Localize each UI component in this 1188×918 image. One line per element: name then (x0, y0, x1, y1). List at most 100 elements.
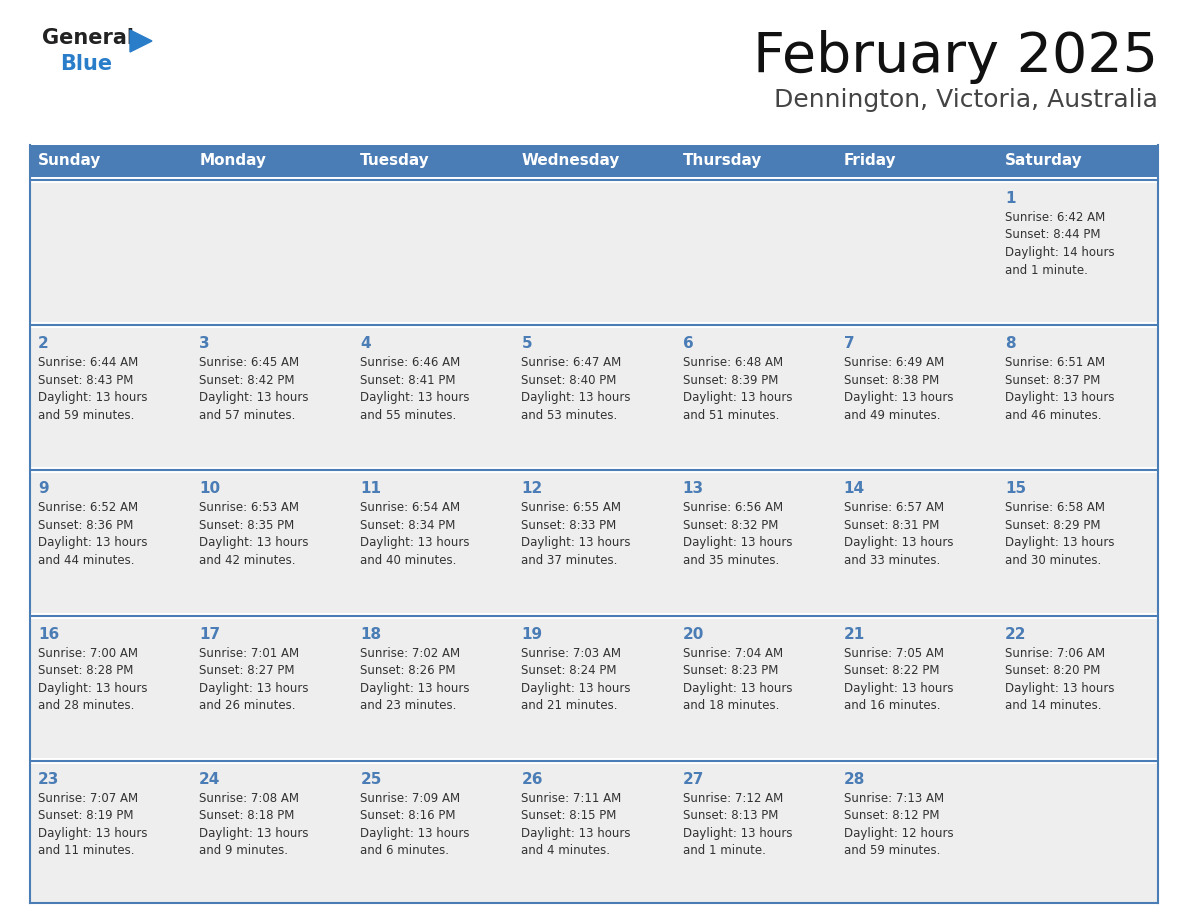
Bar (353, 619, 513, 757)
Bar (997, 619, 1158, 757)
Text: Friday: Friday (843, 153, 896, 169)
Text: Sunrise: 6:54 AM
Sunset: 8:34 PM
Daylight: 13 hours
and 40 minutes.: Sunrise: 6:54 AM Sunset: 8:34 PM Dayligh… (360, 501, 469, 567)
Bar (835, 619, 997, 757)
Text: 4: 4 (360, 336, 371, 352)
Text: Sunrise: 7:07 AM
Sunset: 8:19 PM
Daylight: 13 hours
and 11 minutes.: Sunrise: 7:07 AM Sunset: 8:19 PM Dayligh… (38, 792, 147, 857)
Bar (997, 183, 1158, 322)
Bar (513, 474, 675, 612)
Text: 12: 12 (522, 481, 543, 497)
Text: Wednesday: Wednesday (522, 153, 620, 169)
Text: 10: 10 (200, 481, 220, 497)
Text: Sunday: Sunday (38, 153, 101, 169)
Bar (191, 764, 353, 903)
Text: 11: 11 (360, 481, 381, 497)
Text: Sunrise: 6:42 AM
Sunset: 8:44 PM
Daylight: 14 hours
and 1 minute.: Sunrise: 6:42 AM Sunset: 8:44 PM Dayligh… (1005, 211, 1114, 276)
Text: Sunrise: 7:00 AM
Sunset: 8:28 PM
Daylight: 13 hours
and 28 minutes.: Sunrise: 7:00 AM Sunset: 8:28 PM Dayligh… (38, 646, 147, 712)
Bar (997, 329, 1158, 467)
Text: 27: 27 (683, 772, 704, 787)
Text: Sunrise: 7:04 AM
Sunset: 8:23 PM
Daylight: 13 hours
and 18 minutes.: Sunrise: 7:04 AM Sunset: 8:23 PM Dayligh… (683, 646, 792, 712)
Bar (675, 183, 835, 322)
Bar (30, 329, 191, 467)
Bar (353, 183, 513, 322)
Polygon shape (129, 30, 152, 52)
Bar (675, 329, 835, 467)
Text: February 2025: February 2025 (753, 30, 1158, 84)
Text: 7: 7 (843, 336, 854, 352)
Text: Sunrise: 7:12 AM
Sunset: 8:13 PM
Daylight: 13 hours
and 1 minute.: Sunrise: 7:12 AM Sunset: 8:13 PM Dayligh… (683, 792, 792, 857)
Text: 21: 21 (843, 627, 865, 642)
Text: Sunrise: 6:52 AM
Sunset: 8:36 PM
Daylight: 13 hours
and 44 minutes.: Sunrise: 6:52 AM Sunset: 8:36 PM Dayligh… (38, 501, 147, 567)
Text: Sunrise: 6:45 AM
Sunset: 8:42 PM
Daylight: 13 hours
and 57 minutes.: Sunrise: 6:45 AM Sunset: 8:42 PM Dayligh… (200, 356, 309, 421)
Text: Saturday: Saturday (1005, 153, 1082, 169)
Bar (675, 474, 835, 612)
Text: 18: 18 (360, 627, 381, 642)
Text: Thursday: Thursday (683, 153, 762, 169)
Bar (191, 183, 353, 322)
Text: 15: 15 (1005, 481, 1026, 497)
Text: Sunrise: 6:53 AM
Sunset: 8:35 PM
Daylight: 13 hours
and 42 minutes.: Sunrise: 6:53 AM Sunset: 8:35 PM Dayligh… (200, 501, 309, 567)
Text: 24: 24 (200, 772, 221, 787)
Text: Tuesday: Tuesday (360, 153, 430, 169)
Bar (30, 474, 191, 612)
Text: Sunrise: 6:48 AM
Sunset: 8:39 PM
Daylight: 13 hours
and 51 minutes.: Sunrise: 6:48 AM Sunset: 8:39 PM Dayligh… (683, 356, 792, 421)
Text: Sunrise: 6:58 AM
Sunset: 8:29 PM
Daylight: 13 hours
and 30 minutes.: Sunrise: 6:58 AM Sunset: 8:29 PM Dayligh… (1005, 501, 1114, 567)
Bar (30, 145, 1158, 177)
Text: 25: 25 (360, 772, 381, 787)
Bar (353, 329, 513, 467)
Text: 17: 17 (200, 627, 220, 642)
Text: 8: 8 (1005, 336, 1016, 352)
Text: Dennington, Victoria, Australia: Dennington, Victoria, Australia (775, 88, 1158, 112)
Text: Sunrise: 6:56 AM
Sunset: 8:32 PM
Daylight: 13 hours
and 35 minutes.: Sunrise: 6:56 AM Sunset: 8:32 PM Dayligh… (683, 501, 792, 567)
Bar (191, 619, 353, 757)
Bar (835, 329, 997, 467)
Text: Sunrise: 7:11 AM
Sunset: 8:15 PM
Daylight: 13 hours
and 4 minutes.: Sunrise: 7:11 AM Sunset: 8:15 PM Dayligh… (522, 792, 631, 857)
Text: 2: 2 (38, 336, 49, 352)
Text: Sunrise: 6:46 AM
Sunset: 8:41 PM
Daylight: 13 hours
and 55 minutes.: Sunrise: 6:46 AM Sunset: 8:41 PM Dayligh… (360, 356, 469, 421)
Text: 6: 6 (683, 336, 694, 352)
Text: 28: 28 (843, 772, 865, 787)
Text: 20: 20 (683, 627, 704, 642)
Bar (835, 474, 997, 612)
Text: Sunrise: 7:13 AM
Sunset: 8:12 PM
Daylight: 12 hours
and 59 minutes.: Sunrise: 7:13 AM Sunset: 8:12 PM Dayligh… (843, 792, 953, 857)
Text: Sunrise: 6:44 AM
Sunset: 8:43 PM
Daylight: 13 hours
and 59 minutes.: Sunrise: 6:44 AM Sunset: 8:43 PM Dayligh… (38, 356, 147, 421)
Bar (835, 183, 997, 322)
Text: 5: 5 (522, 336, 532, 352)
Text: Monday: Monday (200, 153, 266, 169)
Text: 23: 23 (38, 772, 59, 787)
Text: 9: 9 (38, 481, 49, 497)
Bar (675, 764, 835, 903)
Text: Sunrise: 6:57 AM
Sunset: 8:31 PM
Daylight: 13 hours
and 33 minutes.: Sunrise: 6:57 AM Sunset: 8:31 PM Dayligh… (843, 501, 953, 567)
Bar (513, 329, 675, 467)
Bar (353, 764, 513, 903)
Bar (675, 619, 835, 757)
Bar (997, 474, 1158, 612)
Text: Sunrise: 6:55 AM
Sunset: 8:33 PM
Daylight: 13 hours
and 37 minutes.: Sunrise: 6:55 AM Sunset: 8:33 PM Dayligh… (522, 501, 631, 567)
Bar (513, 183, 675, 322)
Text: Sunrise: 6:47 AM
Sunset: 8:40 PM
Daylight: 13 hours
and 53 minutes.: Sunrise: 6:47 AM Sunset: 8:40 PM Dayligh… (522, 356, 631, 421)
Text: 13: 13 (683, 481, 703, 497)
Text: Sunrise: 7:03 AM
Sunset: 8:24 PM
Daylight: 13 hours
and 21 minutes.: Sunrise: 7:03 AM Sunset: 8:24 PM Dayligh… (522, 646, 631, 712)
Text: 22: 22 (1005, 627, 1026, 642)
Bar (30, 619, 191, 757)
Bar (835, 764, 997, 903)
Text: 16: 16 (38, 627, 59, 642)
Bar (191, 474, 353, 612)
Bar (30, 183, 191, 322)
Bar (997, 764, 1158, 903)
Text: Sunrise: 7:09 AM
Sunset: 8:16 PM
Daylight: 13 hours
and 6 minutes.: Sunrise: 7:09 AM Sunset: 8:16 PM Dayligh… (360, 792, 469, 857)
Text: 3: 3 (200, 336, 210, 352)
Text: Sunrise: 7:06 AM
Sunset: 8:20 PM
Daylight: 13 hours
and 14 minutes.: Sunrise: 7:06 AM Sunset: 8:20 PM Dayligh… (1005, 646, 1114, 712)
Text: Sunrise: 6:51 AM
Sunset: 8:37 PM
Daylight: 13 hours
and 46 minutes.: Sunrise: 6:51 AM Sunset: 8:37 PM Dayligh… (1005, 356, 1114, 421)
Bar (513, 764, 675, 903)
Text: Sunrise: 7:02 AM
Sunset: 8:26 PM
Daylight: 13 hours
and 23 minutes.: Sunrise: 7:02 AM Sunset: 8:26 PM Dayligh… (360, 646, 469, 712)
Bar (353, 474, 513, 612)
Text: 1: 1 (1005, 191, 1016, 206)
Text: Sunrise: 7:01 AM
Sunset: 8:27 PM
Daylight: 13 hours
and 26 minutes.: Sunrise: 7:01 AM Sunset: 8:27 PM Dayligh… (200, 646, 309, 712)
Bar (30, 764, 191, 903)
Text: Sunrise: 7:08 AM
Sunset: 8:18 PM
Daylight: 13 hours
and 9 minutes.: Sunrise: 7:08 AM Sunset: 8:18 PM Dayligh… (200, 792, 309, 857)
Text: Sunrise: 7:05 AM
Sunset: 8:22 PM
Daylight: 13 hours
and 16 minutes.: Sunrise: 7:05 AM Sunset: 8:22 PM Dayligh… (843, 646, 953, 712)
Text: 14: 14 (843, 481, 865, 497)
Text: 26: 26 (522, 772, 543, 787)
Text: General: General (42, 28, 134, 48)
Bar (513, 619, 675, 757)
